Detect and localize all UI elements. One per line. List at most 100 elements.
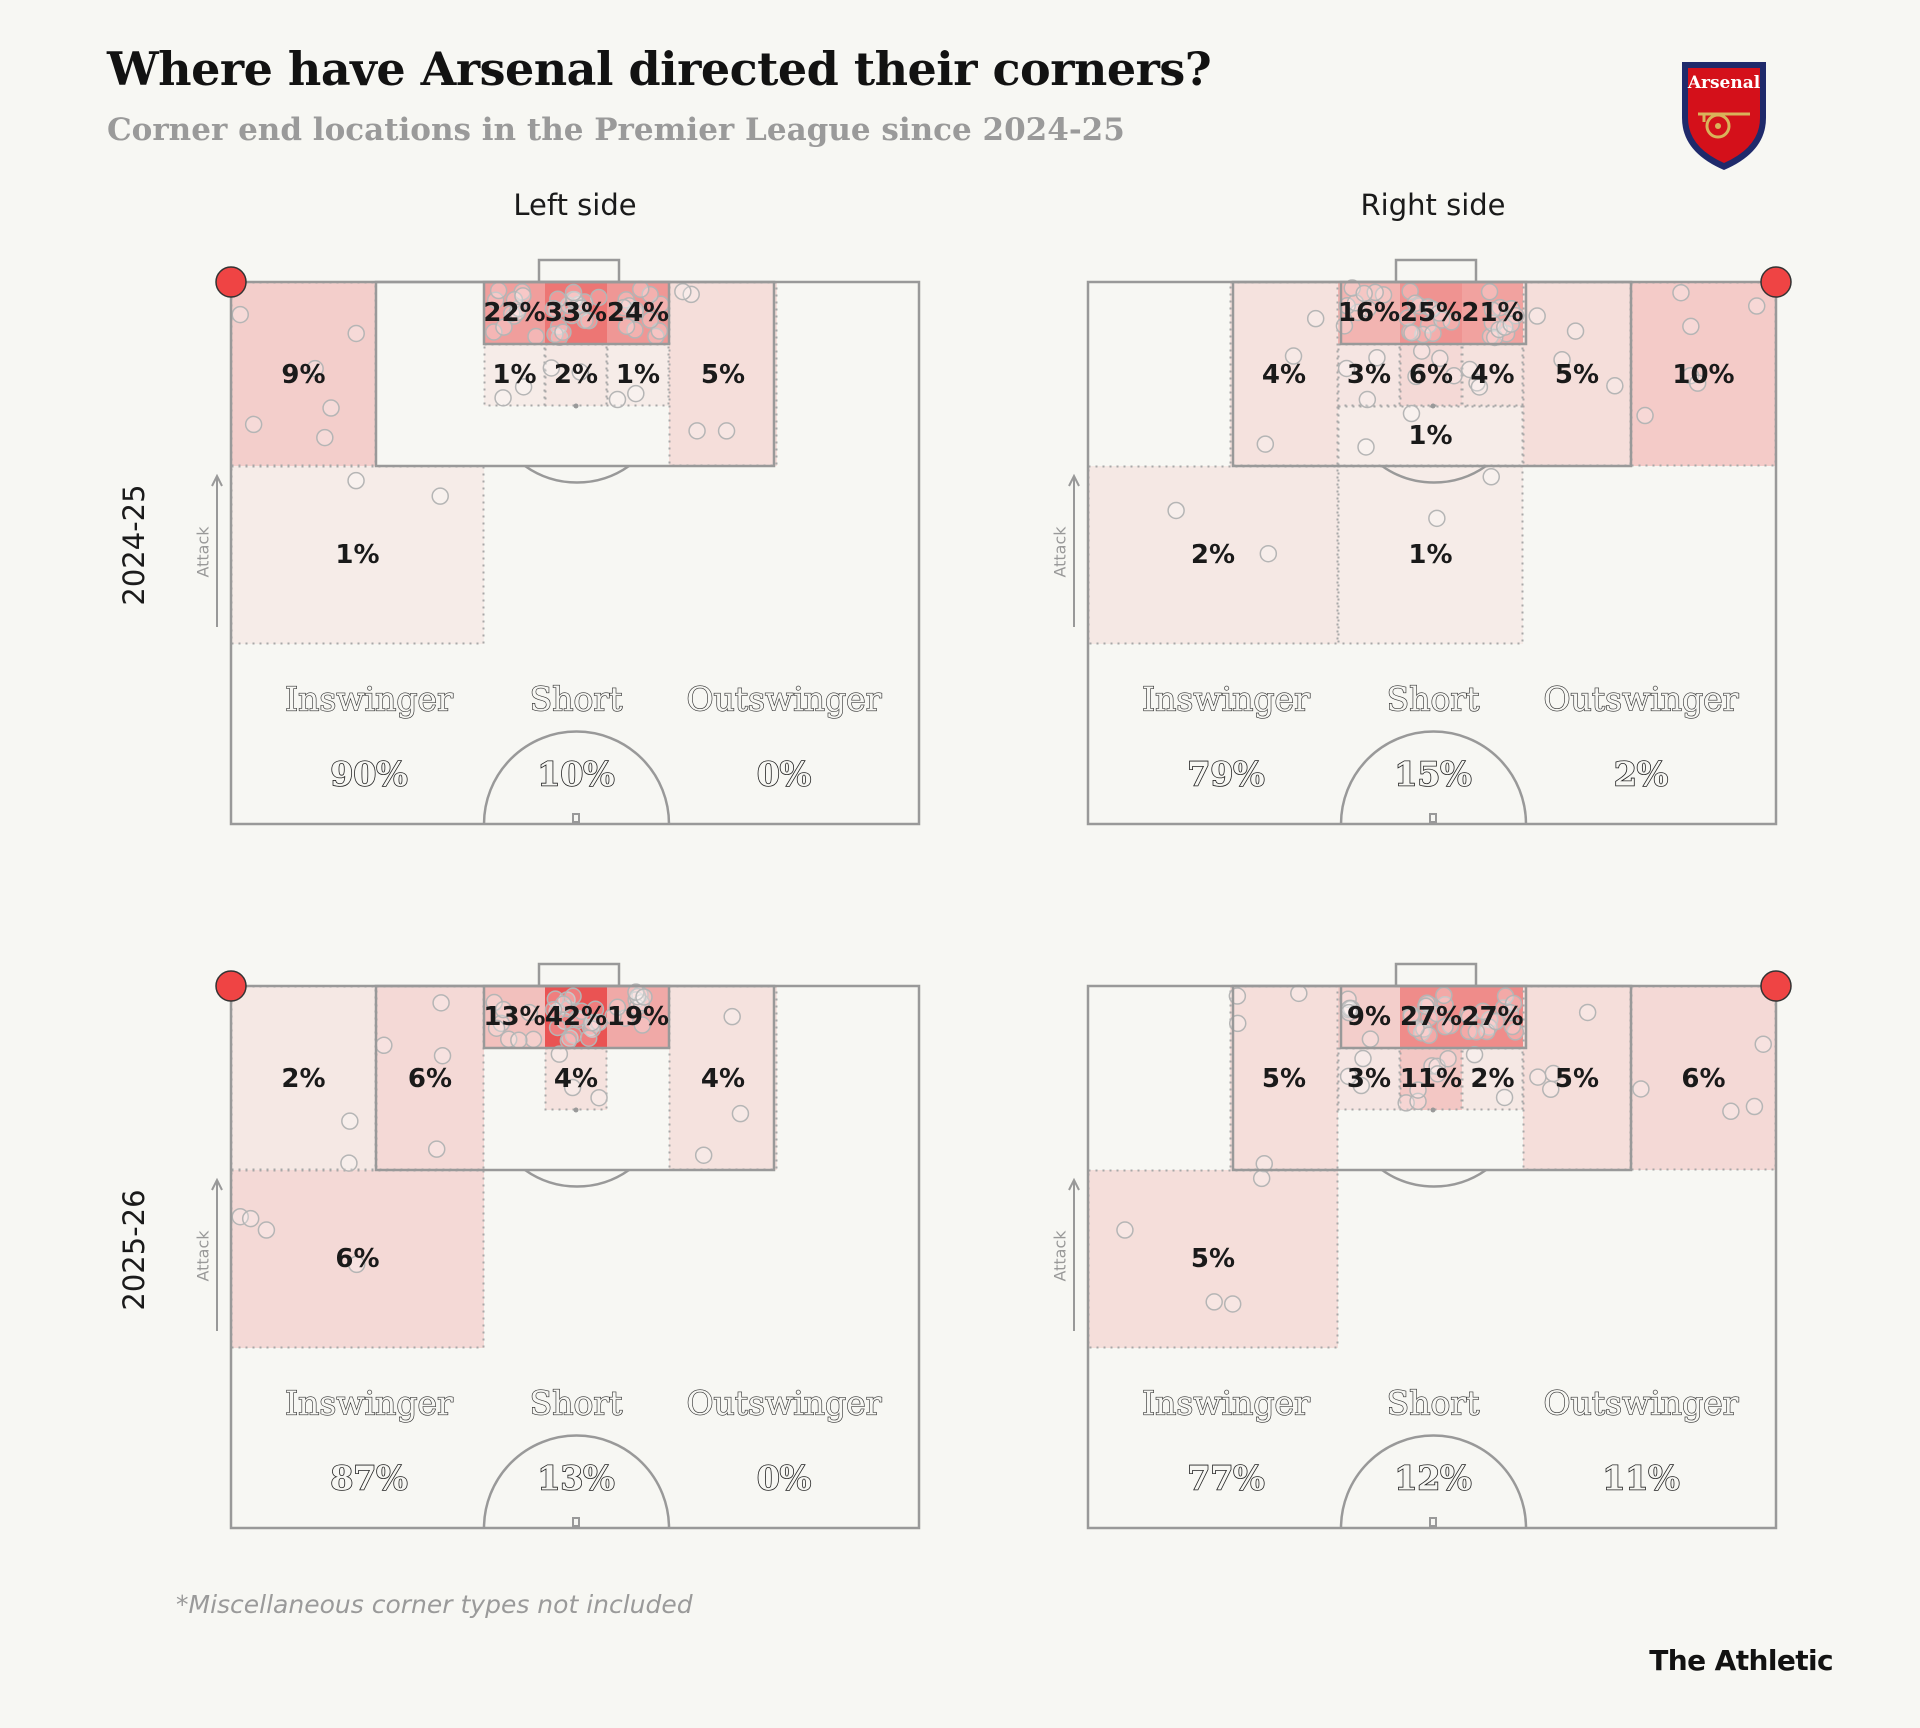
corner-end-dot: [554, 323, 572, 341]
zone-value: 5%: [1262, 1064, 1306, 1094]
corner-type-label: Inswinger: [1142, 1384, 1310, 1423]
corner-end-dot: [1465, 1045, 1484, 1064]
corner-end-dot: [494, 389, 512, 407]
corner-end-dot: [485, 993, 503, 1012]
chart-title: Where have Arsenal directed their corner…: [107, 42, 1212, 96]
heat-zone: [376, 986, 484, 1170]
corner-end-dot: [1439, 1049, 1457, 1068]
zone-value: 5%: [701, 360, 745, 390]
corner-end-dot: [1402, 404, 1421, 423]
heat-zone: [484, 344, 545, 406]
corner-end-dot: [487, 1019, 506, 1037]
corner-end-dot: [1553, 350, 1571, 369]
heat-zone: [484, 986, 545, 1048]
arsenal-crest-icon: Arsenal: [1682, 62, 1766, 170]
corner-type-share: 13%: [537, 1459, 614, 1498]
corner-end-dot: [1205, 1293, 1223, 1311]
attack-direction: Attack: [1051, 1177, 1080, 1331]
penalty-spot: [573, 403, 579, 409]
zone-value: 4%: [1262, 360, 1306, 390]
corner-end-dot: [1495, 1088, 1514, 1107]
corner-type-label: Short: [530, 1384, 623, 1423]
corner-type-label: Outswinger: [687, 1384, 882, 1423]
corner-end-dot: [1402, 1005, 1420, 1024]
corner-end-dot: [583, 1020, 602, 1038]
corner-end-dot: [550, 1045, 569, 1063]
corner-end-dot: [564, 283, 583, 302]
corner-end-dot: [1578, 1003, 1597, 1022]
attack-arrow-head: [211, 473, 223, 487]
corner-end-dot: [1745, 1097, 1764, 1116]
zone-value: 33%: [545, 298, 607, 328]
corner-end-dot: [1632, 1080, 1650, 1098]
corner-end-dot: [1431, 349, 1449, 368]
zone-value: 19%: [607, 1002, 669, 1032]
heat-zone: [669, 986, 777, 1170]
corner-end-dot: [1430, 304, 1448, 322]
corner-end-dot: [631, 280, 650, 298]
corner-end-dot: [1480, 283, 1499, 301]
corner-end-dot: [1409, 1081, 1427, 1099]
zone-value: 3%: [1347, 1064, 1391, 1094]
attack-direction: Attack: [1051, 473, 1080, 627]
corner-end-dot: [571, 363, 590, 381]
zone-value: 25%: [1400, 298, 1462, 328]
pitch-panel: Attack 22% 33% 24% 1% 2% 1% 9% 5% 1% Inswinger 90% S…: [194, 258, 921, 826]
heat-zone: [1088, 466, 1338, 644]
corner-end-dot: [1682, 317, 1700, 336]
corner-type-label: Inswinger: [1142, 680, 1310, 719]
corner-end-dot: [586, 1000, 605, 1018]
heat-zone: [1400, 344, 1462, 406]
heat-zone: [231, 986, 376, 1170]
pitch-panel: Attack 9% 27% 27% 3% 11% 2% 5% 5% 6% 5% Inswinger 77…: [1051, 962, 1792, 1530]
attack-label: Attack: [194, 526, 213, 578]
corner-end-dot: [1442, 313, 1461, 331]
corner-type-label: Short: [530, 680, 623, 719]
heat-zone: [669, 282, 777, 466]
corner-end-dot: [1470, 378, 1489, 396]
corner-end-dot: [626, 321, 644, 339]
corner-end-dot: [1754, 1035, 1773, 1053]
corner-end-dot: [1284, 347, 1303, 365]
corner-type-share: 10%: [537, 755, 614, 794]
corner-end-dot: [427, 1140, 446, 1158]
corner-end-dot: [527, 327, 545, 346]
attack-arrow-head: [1068, 473, 1080, 487]
centre-circle-arc: [1339, 730, 1528, 825]
zone-border: [544, 343, 608, 407]
corner-end-dot: [1529, 1068, 1547, 1086]
centre-circle-arc: [1339, 1434, 1528, 1529]
heat-zone: [231, 1170, 484, 1348]
zone-value: 1%: [492, 360, 536, 390]
corner-end-dot: [1528, 307, 1546, 325]
corner-end-dot: [1722, 1102, 1740, 1121]
corner-end-dot: [1359, 299, 1377, 318]
corner-end-dot: [322, 399, 340, 417]
zone-value: 21%: [1461, 298, 1523, 328]
zone-border: [1337, 405, 1524, 467]
zone-border: [230, 1169, 485, 1349]
corner-end-dot: [341, 1112, 359, 1130]
corner-end-dot: [1290, 984, 1308, 1003]
footnote: *Miscellaneous corner types not included: [176, 1590, 693, 1619]
corner-end-dot: [1460, 360, 1479, 379]
heat-zone: [1523, 282, 1631, 466]
corner-end-dot: [1306, 309, 1325, 328]
zone-value: 4%: [1470, 360, 1514, 390]
zone-value: 9%: [1347, 1002, 1391, 1032]
corner-end-dot: [1357, 438, 1375, 456]
corner-end-dot: [554, 995, 573, 1013]
corner-end-dot: [1337, 359, 1356, 378]
attack-label: Attack: [194, 1230, 213, 1282]
corner-end-dot: [576, 311, 594, 330]
corner-end-dot: [241, 1209, 260, 1228]
corner-end-dots: [231, 280, 736, 505]
corner-type-label: Short: [1387, 680, 1480, 719]
corner-end-dot: [347, 471, 365, 490]
zone-value: 4%: [554, 1064, 598, 1094]
corner-origin-marker: [215, 970, 247, 1002]
centre-circle-arc: [482, 1434, 671, 1529]
heat-zone: [1462, 344, 1523, 406]
